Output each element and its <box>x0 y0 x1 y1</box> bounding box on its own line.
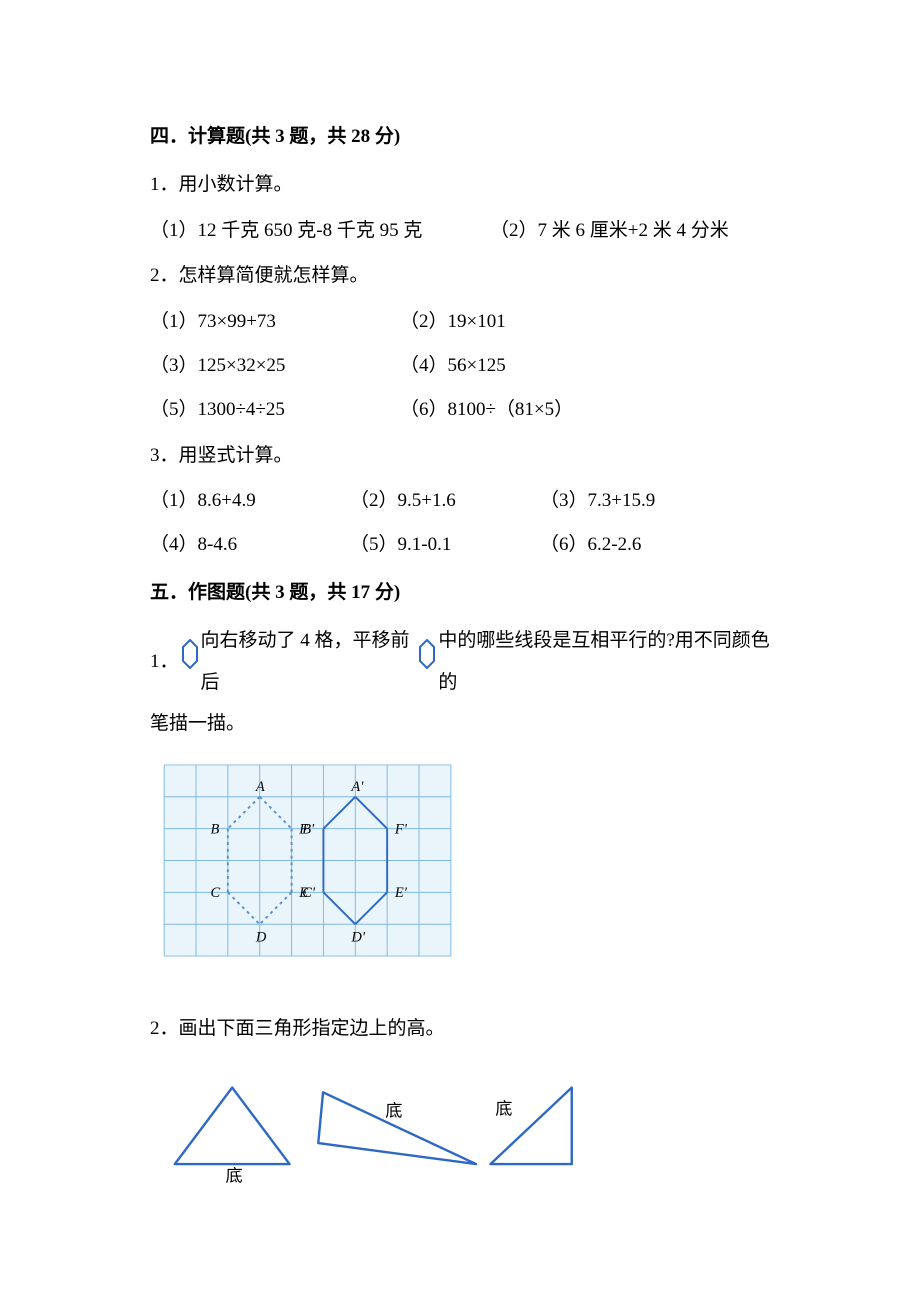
s4-q2-i5: （5）1300÷4÷25 <box>150 389 400 431</box>
s5-q1-line2: 笔描一描。 <box>150 703 770 745</box>
svg-text:D': D' <box>350 930 365 946</box>
s4-q3-i3: （3）7.3+15.9 <box>540 480 655 522</box>
s4-q2-i4: （4）56×125 <box>400 345 506 387</box>
page: 四．计算题(共 3 题，共 28 分) 1．用小数计算。 （1）12 千克 65… <box>0 0 920 1264</box>
hexagon-icon <box>418 639 436 685</box>
s4-q3-i2: （2）9.5+1.6 <box>350 480 540 522</box>
hexagon-icon <box>181 639 199 685</box>
svg-text:C: C <box>210 885 220 901</box>
svg-text:B': B' <box>302 822 315 838</box>
svg-text:C': C' <box>302 885 316 901</box>
s5-q1-pre: 1． <box>150 641 179 683</box>
s4-q3-i6: （6）6.2-2.6 <box>540 524 641 566</box>
s5-q2-stem: 2．画出下面三角形指定边上的高。 <box>150 1008 770 1050</box>
s4-q2-row3: （5）1300÷4÷25 （6）8100÷（81×5） <box>150 389 770 431</box>
svg-text:E': E' <box>394 885 408 901</box>
s4-q3-i4: （4）8-4.6 <box>150 524 350 566</box>
section4-title: 四．计算题(共 3 题，共 28 分) <box>150 116 770 158</box>
s5-q1-mid1: 向右移动了 4 格，平移前后 <box>201 620 417 704</box>
svg-text:B: B <box>210 822 219 838</box>
svg-text:D: D <box>255 930 267 946</box>
section5-title: 五．作图题(共 3 题，共 17 分) <box>150 572 770 614</box>
s4-q2-i3: （3）125×32×25 <box>150 345 400 387</box>
s4-q1-i1: （1）12 千克 650 克-8 千克 95 克 <box>150 210 490 252</box>
s4-q1-stem: 1．用小数计算。 <box>150 164 770 206</box>
s4-q1-i2: （2）7 米 6 厘米+2 米 4 分米 <box>490 210 729 252</box>
svg-text:底: 底 <box>385 1101 402 1120</box>
s4-q3-i5: （5）9.1-0.1 <box>350 524 540 566</box>
svg-text:F': F' <box>394 822 408 838</box>
svg-text:底: 底 <box>225 1166 242 1185</box>
s4-q3-row1: （1）8.6+4.9 （2）9.5+1.6 （3）7.3+15.9 <box>150 480 770 522</box>
s4-q3-stem: 3．用竖式计算。 <box>150 435 770 477</box>
svg-text:A: A <box>255 779 265 795</box>
s4-q3-i1: （1）8.6+4.9 <box>150 480 350 522</box>
s4-q2-row2: （3）125×32×25 （4）56×125 <box>150 345 770 387</box>
svg-text:底: 底 <box>495 1099 512 1118</box>
s4-q2-i2: （2）19×101 <box>400 301 506 343</box>
s4-q1-items: （1）12 千克 650 克-8 千克 95 克 （2）7 米 6 厘米+2 米… <box>150 210 770 252</box>
s4-q2-i1: （1）73×99+73 <box>150 301 400 343</box>
s4-q3-row2: （4）8-4.6 （5）9.1-0.1 （6）6.2-2.6 <box>150 524 770 566</box>
s5-q1-mid2: 中的哪些线段是互相平行的?用不同颜色的 <box>438 620 770 704</box>
s4-q2-row1: （1）73×99+73 （2）19×101 <box>150 301 770 343</box>
s4-q2-i6: （6）8100÷（81×5） <box>400 389 573 431</box>
s5-q1-line1: 1． 向右移动了 4 格，平移前后 中的哪些线段是互相平行的?用不同颜色的 <box>150 620 770 704</box>
triangles-figure: 底底底 <box>150 1078 630 1188</box>
svg-text:A': A' <box>350 779 364 795</box>
translation-grid-figure: ABFCEDA'B'F'C'E'D' <box>150 763 465 958</box>
s4-q2-stem: 2．怎样算简便就怎样算。 <box>150 255 770 297</box>
